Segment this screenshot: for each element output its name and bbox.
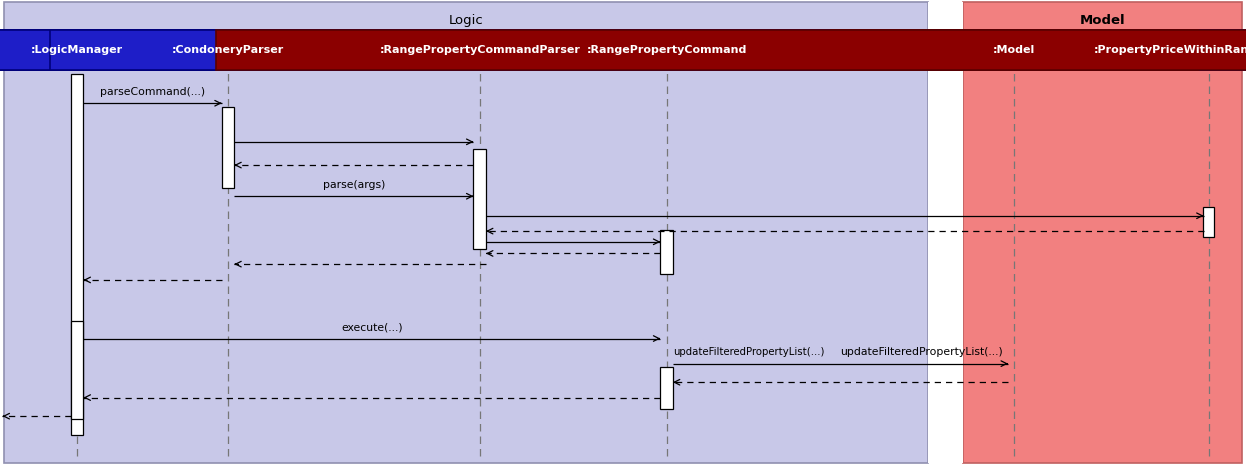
Bar	[0, 30, 1246, 70]
Text: updateFilteredPropertyList(...): updateFilteredPropertyList(...)	[841, 347, 1003, 357]
Text: execute(): execute()	[2, 47, 54, 58]
Text: :RangePropertyCommand: :RangePropertyCommand	[587, 45, 746, 55]
Bar	[71, 321, 83, 418]
Bar	[928, 2, 963, 463]
Text: execute(...): execute(...)	[341, 322, 402, 332]
Text: Logic: Logic	[449, 14, 483, 27]
Bar	[0, 30, 464, 70]
Text: :LogicManager: :LogicManager	[31, 45, 123, 55]
Bar	[222, 107, 234, 188]
Text: Model: Model	[1080, 14, 1125, 27]
Text: :CondoneryParser: :CondoneryParser	[172, 45, 284, 55]
Bar	[473, 149, 486, 249]
Bar	[0, 30, 700, 70]
Text: :PropertyPriceWithinRangePredicate: :PropertyPriceWithinRangePredicate	[1094, 45, 1246, 55]
Bar	[963, 2, 1242, 463]
Text: updateFilteredPropertyList(...): updateFilteredPropertyList(...)	[673, 347, 825, 357]
Bar	[660, 367, 673, 409]
Text: :RangePropertyCommandParser: :RangePropertyCommandParser	[379, 45, 581, 55]
Bar	[216, 30, 1246, 70]
Bar	[4, 2, 928, 463]
Bar	[71, 74, 83, 435]
Bar	[660, 230, 673, 274]
Text: :Model: :Model	[993, 45, 1035, 55]
Bar	[50, 30, 1246, 70]
Text: parseCommand(...): parseCommand(...)	[100, 86, 206, 97]
Bar	[1202, 207, 1214, 237]
Bar	[831, 30, 1197, 70]
Text: parse(args): parse(args)	[323, 179, 385, 190]
